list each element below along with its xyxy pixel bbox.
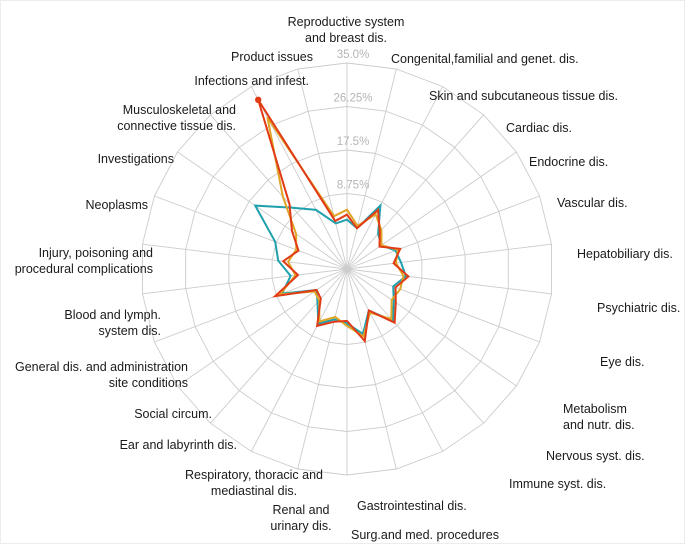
grid-spoke xyxy=(346,195,540,270)
category-label: Infections and infest. xyxy=(194,74,309,88)
series-teal-line xyxy=(253,202,408,336)
grid-spoke xyxy=(346,68,397,270)
category-label: Skin and subcutaneous tissue dis. xyxy=(429,89,618,103)
grid-spoke xyxy=(250,268,348,452)
category-label: Hepatobiliary dis. xyxy=(577,247,673,261)
grid-spoke xyxy=(142,243,348,270)
grid-spoke xyxy=(210,114,348,270)
category-label: Reproductive system and breast dis. xyxy=(288,15,405,45)
category-label: Congenital,familial and genet. dis. xyxy=(391,52,579,66)
category-label: Product issues xyxy=(231,50,313,64)
grid-spoke xyxy=(346,268,540,343)
category-label: Gastrointestinal dis. xyxy=(357,499,467,513)
grid-spoke xyxy=(346,268,552,295)
grid-spoke xyxy=(346,151,517,270)
radial-tick-label: 8.75% xyxy=(337,180,370,192)
category-label: Nervous syst. dis. xyxy=(546,449,645,463)
grid-ring xyxy=(142,62,552,476)
category-label: Neoplasms xyxy=(85,198,148,212)
category-label: Investigations xyxy=(98,152,174,166)
category-label: Musculoskeletal and connective tissue dis… xyxy=(117,103,236,133)
grid-spoke xyxy=(346,114,484,270)
series-gold-line xyxy=(266,116,405,338)
grid-spoke xyxy=(210,268,348,424)
grid-spoke xyxy=(346,243,552,270)
series-red-peak-marker xyxy=(255,96,262,104)
series-red-line xyxy=(257,99,410,344)
category-label: Surg.and med. procedures xyxy=(351,528,499,542)
category-label: Blood and lymph. system dis. xyxy=(64,308,161,338)
grid-spoke xyxy=(346,268,397,470)
grid-spoke xyxy=(177,268,348,387)
grid-spoke xyxy=(142,268,348,295)
category-label: Vascular dis. xyxy=(557,196,628,210)
category-label: Metabolism and nutr. dis. xyxy=(563,402,635,432)
category-label: Respiratory, thoracic and mediastinal dis… xyxy=(185,468,323,498)
category-label: Ear and labyrinth dis. xyxy=(120,438,237,452)
radial-tick-label: 35.0% xyxy=(337,49,370,61)
category-label: Endocrine dis. xyxy=(529,155,608,169)
grid-spoke xyxy=(297,268,348,470)
grid-ring xyxy=(271,193,423,345)
grid-spoke xyxy=(154,195,348,270)
category-label: Eye dis. xyxy=(600,355,644,369)
grid-ring xyxy=(228,149,466,389)
grid-spoke xyxy=(297,68,348,270)
category-label: Social circum. xyxy=(134,407,212,421)
category-label: General dis. and administration site cond… xyxy=(15,360,188,390)
category-label: Psychiatric dis. xyxy=(597,301,680,315)
grid-spoke xyxy=(346,86,444,270)
radial-tick-label: 17.5% xyxy=(337,136,370,148)
grid-spoke xyxy=(346,268,517,387)
grid-ring xyxy=(185,106,509,432)
category-label: Renal and urinary dis. xyxy=(270,503,331,533)
grid-spoke xyxy=(346,268,444,452)
category-label: Immune syst. dis. xyxy=(509,477,606,491)
radial-tick-label: 26.25% xyxy=(333,93,372,105)
grid-spoke xyxy=(154,268,348,343)
grid-spoke xyxy=(177,151,348,270)
grid-spoke xyxy=(346,268,484,424)
category-label: Cardiac dis. xyxy=(506,121,572,135)
grid-spoke xyxy=(250,86,348,270)
category-label: Injury, poisoning and procedural complica… xyxy=(15,246,153,276)
